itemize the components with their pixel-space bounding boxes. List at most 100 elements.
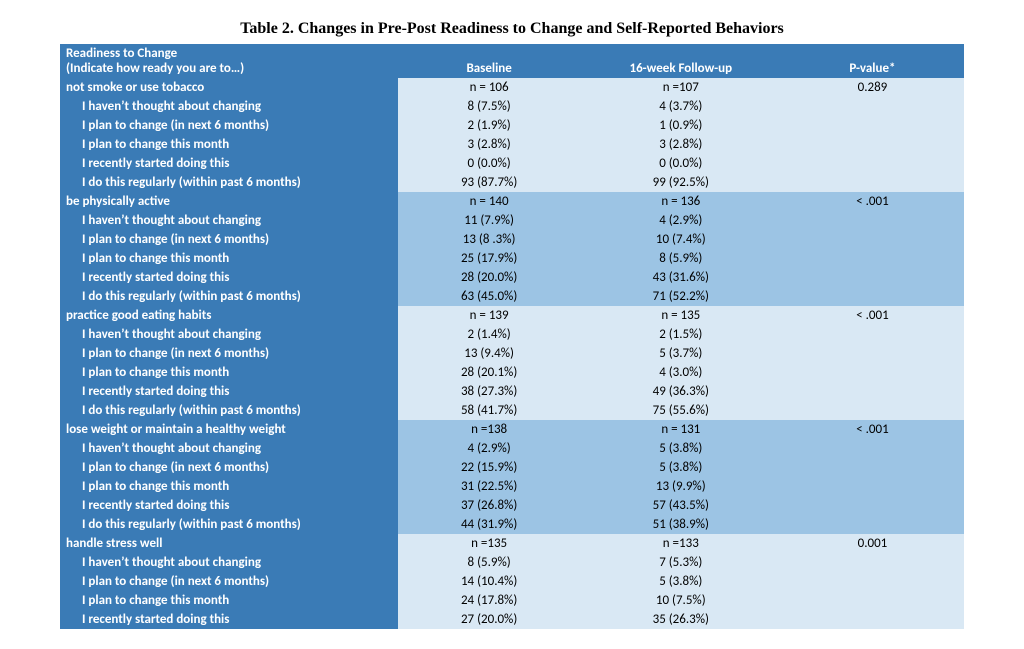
- table-row: I recently started doing this0 (0.0%)0 (…: [60, 154, 964, 173]
- row-label: I recently started doing this: [60, 154, 398, 173]
- row-label: I recently started doing this: [60, 496, 398, 515]
- row-label: I haven’t thought about changing: [60, 553, 398, 572]
- row-label: I plan to change (in next 6 months): [60, 230, 398, 249]
- row-label: I recently started doing this: [60, 610, 398, 629]
- row-label: I plan to change (in next 6 months): [60, 458, 398, 477]
- row-empty: [781, 230, 964, 249]
- row-label: I haven’t thought about changing: [60, 97, 398, 116]
- table-row: I plan to change this month3 (2.8%)3 (2.…: [60, 135, 964, 154]
- section-title: handle stress well: [60, 534, 398, 553]
- section-n-followup: n = 136: [581, 192, 781, 211]
- row-empty: [781, 401, 964, 420]
- row-followup: 3 (2.8%): [581, 135, 781, 154]
- section-title: practice good eating habits: [60, 306, 398, 325]
- col-readiness-b: (Indicate how ready you are to…): [66, 61, 392, 76]
- table-row: I plan to change (in next 6 months)14 (1…: [60, 572, 964, 591]
- row-baseline: 63 (45.0%): [398, 287, 581, 306]
- row-empty: [781, 325, 964, 344]
- row-empty: [781, 610, 964, 629]
- row-label: I do this regularly (within past 6 month…: [60, 515, 398, 534]
- section-pvalue: < .001: [781, 306, 964, 325]
- header-row: Readiness to Change (Indicate how ready …: [60, 44, 964, 78]
- row-baseline: 37 (26.8%): [398, 496, 581, 515]
- row-label: I do this regularly (within past 6 month…: [60, 173, 398, 192]
- row-followup: 5 (3.8%): [581, 458, 781, 477]
- table-row: I haven’t thought about changing11 (7.9%…: [60, 211, 964, 230]
- row-baseline: 3 (2.8%): [398, 135, 581, 154]
- row-followup: 10 (7.4%): [581, 230, 781, 249]
- section-n-followup: n =107: [581, 78, 781, 97]
- row-baseline: 2 (1.9%): [398, 116, 581, 135]
- row-label: I do this regularly (within past 6 month…: [60, 401, 398, 420]
- table-row: I do this regularly (within past 6 month…: [60, 515, 964, 534]
- row-followup: 43 (31.6%): [581, 268, 781, 287]
- row-baseline: 28 (20.0%): [398, 268, 581, 287]
- row-label: I plan to change (in next 6 months): [60, 572, 398, 591]
- row-followup: 2 (1.5%): [581, 325, 781, 344]
- row-baseline: 44 (31.9%): [398, 515, 581, 534]
- section-n-followup: n =133: [581, 534, 781, 553]
- section-header: handle stress welln =135n =1330.001: [60, 534, 964, 553]
- row-label: I plan to change this month: [60, 591, 398, 610]
- section-n-baseline: n = 140: [398, 192, 581, 211]
- table-row: I do this regularly (within past 6 month…: [60, 401, 964, 420]
- row-empty: [781, 382, 964, 401]
- row-label: I haven’t thought about changing: [60, 211, 398, 230]
- section-pvalue: < .001: [781, 192, 964, 211]
- row-followup: 75 (55.6%): [581, 401, 781, 420]
- section-pvalue: 0.289: [781, 78, 964, 97]
- row-baseline: 38 (27.3%): [398, 382, 581, 401]
- table-row: I plan to change this month31 (22.5%)13 …: [60, 477, 964, 496]
- row-empty: [781, 268, 964, 287]
- readiness-table: Readiness to Change (Indicate how ready …: [60, 44, 964, 629]
- section-header: practice good eating habitsn = 139n = 13…: [60, 306, 964, 325]
- row-baseline: 93 (87.7%): [398, 173, 581, 192]
- row-baseline: 8 (7.5%): [398, 97, 581, 116]
- row-followup: 5 (3.8%): [581, 439, 781, 458]
- table-row: I haven’t thought about changing8 (7.5%)…: [60, 97, 964, 116]
- row-label: I recently started doing this: [60, 268, 398, 287]
- row-empty: [781, 97, 964, 116]
- row-label: I haven’t thought about changing: [60, 325, 398, 344]
- row-followup: 49 (36.3%): [581, 382, 781, 401]
- row-followup: 13 (9.9%): [581, 477, 781, 496]
- row-baseline: 25 (17.9%): [398, 249, 581, 268]
- row-empty: [781, 116, 964, 135]
- row-followup: 5 (3.7%): [581, 344, 781, 363]
- row-empty: [781, 211, 964, 230]
- row-empty: [781, 477, 964, 496]
- row-empty: [781, 154, 964, 173]
- row-baseline: 58 (41.7%): [398, 401, 581, 420]
- row-followup: 7 (5.3%): [581, 553, 781, 572]
- row-label: I plan to change this month: [60, 363, 398, 382]
- table-row: I haven’t thought about changing4 (2.9%)…: [60, 439, 964, 458]
- row-followup: 4 (3.0%): [581, 363, 781, 382]
- row-baseline: 22 (15.9%): [398, 458, 581, 477]
- section-header: be physically activen = 140n = 136< .001: [60, 192, 964, 211]
- section-n-baseline: n = 139: [398, 306, 581, 325]
- row-empty: [781, 249, 964, 268]
- table-row: I plan to change (in next 6 months)22 (1…: [60, 458, 964, 477]
- table-row: I plan to change this month25 (17.9%)8 (…: [60, 249, 964, 268]
- section-n-followup: n = 135: [581, 306, 781, 325]
- col-baseline: Baseline: [398, 44, 581, 78]
- row-baseline: 0 (0.0%): [398, 154, 581, 173]
- col-readiness-a: Readiness to Change: [66, 46, 392, 61]
- row-baseline: 28 (20.1%): [398, 363, 581, 382]
- section-n-baseline: n =135: [398, 534, 581, 553]
- row-empty: [781, 496, 964, 515]
- row-followup: 99 (92.5%): [581, 173, 781, 192]
- row-label: I plan to change (in next 6 months): [60, 116, 398, 135]
- row-empty: [781, 344, 964, 363]
- row-followup: 4 (3.7%): [581, 97, 781, 116]
- row-label: I plan to change this month: [60, 249, 398, 268]
- row-baseline: 2 (1.4%): [398, 325, 581, 344]
- row-followup: 71 (52.2%): [581, 287, 781, 306]
- row-followup: 8 (5.9%): [581, 249, 781, 268]
- table-row: I recently started doing this37 (26.8%)5…: [60, 496, 964, 515]
- table-row: I recently started doing this38 (27.3%)4…: [60, 382, 964, 401]
- row-empty: [781, 553, 964, 572]
- table-title: Table 2. Changes in Pre-Post Readiness t…: [60, 20, 964, 38]
- table-row: I recently started doing this27 (20.0%)3…: [60, 610, 964, 629]
- row-baseline: 24 (17.8%): [398, 591, 581, 610]
